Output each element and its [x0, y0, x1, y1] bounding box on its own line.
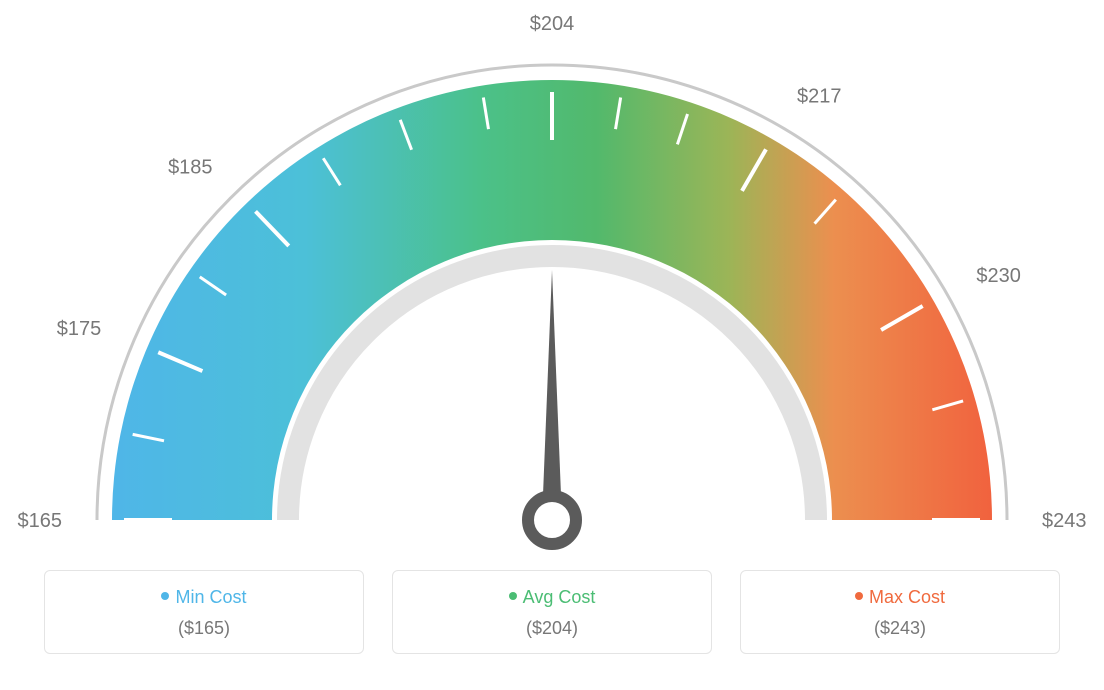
legend-row: Min Cost ($165) Avg Cost ($204) Max Cost…	[0, 570, 1104, 654]
dot-icon	[509, 592, 517, 600]
legend-value-avg: ($204)	[393, 618, 711, 639]
legend-min-text: Min Cost	[175, 587, 246, 607]
gauge-needle	[542, 270, 562, 520]
legend-card-avg: Avg Cost ($204)	[392, 570, 712, 654]
legend-max-text: Max Cost	[869, 587, 945, 607]
legend-value-min: ($165)	[45, 618, 363, 639]
legend-avg-text: Avg Cost	[523, 587, 596, 607]
gauge-tick-label: $204	[530, 13, 575, 35]
gauge-tick-label: $175	[57, 318, 102, 340]
gauge-tick-label: $185	[168, 157, 213, 179]
legend-card-min: Min Cost ($165)	[44, 570, 364, 654]
gauge-tick-label: $243	[1042, 510, 1087, 532]
legend-label-max: Max Cost	[741, 587, 1059, 608]
gauge-chart: $165 $175 $185 $204 $217 $230 $243	[0, 0, 1104, 560]
gauge-needle-hub	[528, 496, 576, 544]
gauge-tick-label: $217	[797, 86, 842, 108]
legend-label-avg: Avg Cost	[393, 587, 711, 608]
gauge-tick-label: $230	[976, 265, 1021, 287]
legend-label-min: Min Cost	[45, 587, 363, 608]
dot-icon	[855, 592, 863, 600]
gauge-tick-label: $165	[18, 510, 63, 532]
dot-icon	[161, 592, 169, 600]
legend-value-max: ($243)	[741, 618, 1059, 639]
legend-card-max: Max Cost ($243)	[740, 570, 1060, 654]
gauge-svg: $165 $175 $185 $204 $217 $230 $243	[0, 0, 1104, 560]
